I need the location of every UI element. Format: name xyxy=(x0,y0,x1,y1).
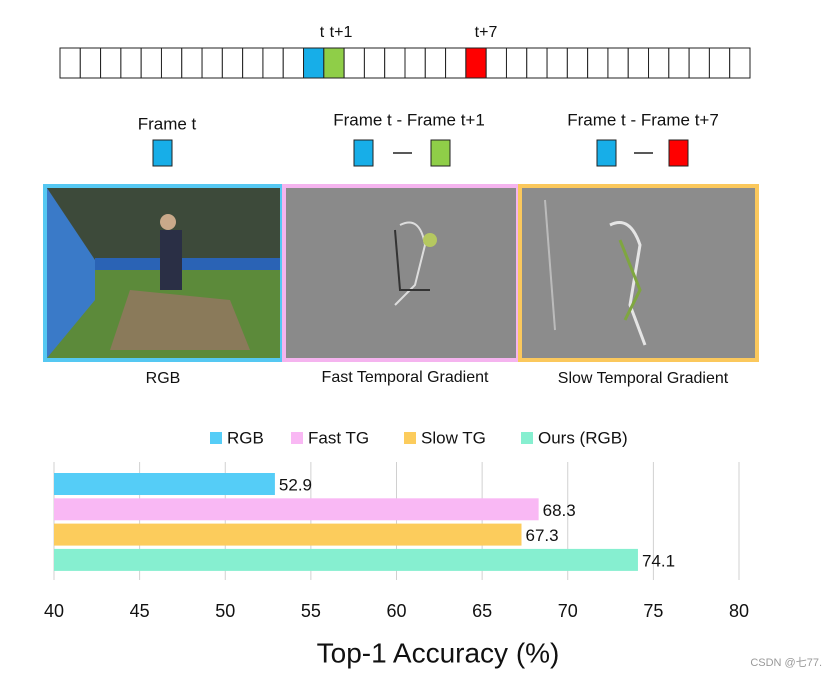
x-tick-label: 70 xyxy=(558,601,578,621)
frame-cell xyxy=(729,47,751,79)
frame-cell xyxy=(668,47,690,79)
frame-box xyxy=(152,139,173,167)
bar xyxy=(54,523,522,546)
frame-cell xyxy=(587,47,609,79)
value-label: 68.3 xyxy=(543,501,576,520)
frame-cell xyxy=(627,47,650,79)
x-tick-label: 80 xyxy=(729,601,749,621)
frame-cell xyxy=(181,47,203,79)
frame-cell xyxy=(445,47,467,79)
frame-cell xyxy=(363,47,386,79)
legend-swatch xyxy=(521,432,533,444)
frame-box xyxy=(353,139,374,167)
panel-title: Frame t xyxy=(138,114,197,133)
value-label: 74.1 xyxy=(642,551,675,570)
frame-cell xyxy=(262,47,284,79)
frame-box xyxy=(668,139,689,167)
frame-cell xyxy=(140,47,162,79)
frame-box xyxy=(596,139,617,167)
frame-cell xyxy=(505,47,528,79)
frame-cell xyxy=(566,47,589,79)
frame-cell xyxy=(648,47,670,79)
frame-cell xyxy=(120,47,142,79)
frame-label: t xyxy=(320,24,325,41)
watermark: CSDN @七77. xyxy=(750,656,822,669)
bar xyxy=(54,498,539,521)
frame-cell xyxy=(465,47,487,79)
frame-cell xyxy=(79,47,102,79)
panel-caption: RGB xyxy=(146,370,181,387)
frame-cell xyxy=(708,47,731,79)
x-tick-label: 45 xyxy=(130,601,150,621)
legend-label: Fast TG xyxy=(308,428,369,447)
value-label: 52.9 xyxy=(279,475,312,494)
frame-cell xyxy=(201,47,223,79)
legend-label: RGB xyxy=(227,428,264,447)
panel-title: Frame t - Frame t+7 xyxy=(567,110,719,129)
frame-label: t+1 xyxy=(330,24,353,41)
frame-cell xyxy=(688,47,710,79)
x-axis-title: Top-1 Accuracy (%) xyxy=(317,637,560,668)
frame-cell xyxy=(343,47,365,79)
legend-swatch xyxy=(210,432,222,444)
x-tick-label: 60 xyxy=(386,601,406,621)
x-tick-label: 50 xyxy=(215,601,235,621)
frame-cell xyxy=(323,47,345,79)
bar xyxy=(54,473,275,495)
frame-cell xyxy=(160,47,183,79)
x-tick-label: 75 xyxy=(643,601,663,621)
panel-caption: Fast Temporal Gradient xyxy=(322,369,489,386)
frame-cell xyxy=(404,47,426,79)
frame-cell xyxy=(221,47,244,79)
x-tick-label: 40 xyxy=(44,601,64,621)
x-tick-label: 55 xyxy=(301,601,321,621)
legend-label: Slow TG xyxy=(421,428,486,447)
frame-cell xyxy=(526,47,548,79)
value-label: 67.3 xyxy=(526,526,559,545)
panel-border xyxy=(518,184,759,362)
frame-cell xyxy=(242,47,264,79)
frame-cell xyxy=(384,47,406,79)
frame-cell xyxy=(100,47,122,79)
frame-cell xyxy=(424,47,447,79)
frame-cell xyxy=(607,47,629,79)
legend-label: Ours (RGB) xyxy=(538,428,628,447)
x-tick-label: 65 xyxy=(472,601,492,621)
panel-caption: Slow Temporal Gradient xyxy=(558,370,729,387)
rgb-image xyxy=(47,188,280,358)
slow-tg-image xyxy=(522,188,755,358)
fast-tg-image xyxy=(286,188,516,358)
frame-box xyxy=(430,139,451,167)
frame-cell xyxy=(59,47,81,79)
frame-cell xyxy=(485,47,507,79)
panel-title: Frame t - Frame t+1 xyxy=(333,110,485,129)
frame-cell xyxy=(303,47,325,79)
frame-cell xyxy=(282,47,305,79)
legend-swatch xyxy=(404,432,416,444)
frame-label: t+7 xyxy=(475,24,498,41)
bar xyxy=(54,548,638,571)
frame-cell xyxy=(546,47,568,79)
legend-swatch xyxy=(291,432,303,444)
